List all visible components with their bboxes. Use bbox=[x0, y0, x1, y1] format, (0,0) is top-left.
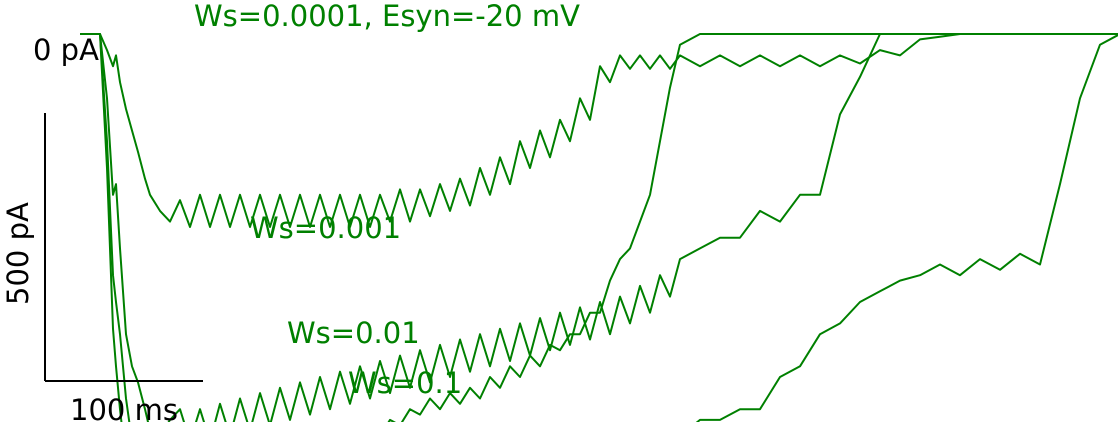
series-labels: Ws=0.0001, Esyn=-20 mV Ws=0.001 Ws=0.01 … bbox=[194, 0, 580, 400]
series-label-ws-0.01: Ws=0.01 bbox=[287, 316, 420, 350]
trace-2 bbox=[80, 33, 1118, 422]
horizontal-scale-label: 100 ms bbox=[70, 393, 178, 422]
zero-current-label: 0 pA bbox=[33, 33, 99, 67]
vertical-scale-label: 500 pA bbox=[1, 202, 35, 305]
series-label-ws-0.1: Ws=0.1 bbox=[348, 366, 462, 400]
scale-bars: 0 pA 500 pA 100 ms bbox=[1, 33, 203, 422]
series-label-ws-0.0001: Ws=0.0001, Esyn=-20 mV bbox=[194, 0, 580, 33]
trace-1 bbox=[80, 33, 1118, 422]
trace-0 bbox=[80, 33, 1118, 228]
current-traces bbox=[80, 33, 1118, 422]
series-label-ws-0.001: Ws=0.001 bbox=[250, 211, 401, 245]
trace-3 bbox=[80, 33, 1118, 422]
